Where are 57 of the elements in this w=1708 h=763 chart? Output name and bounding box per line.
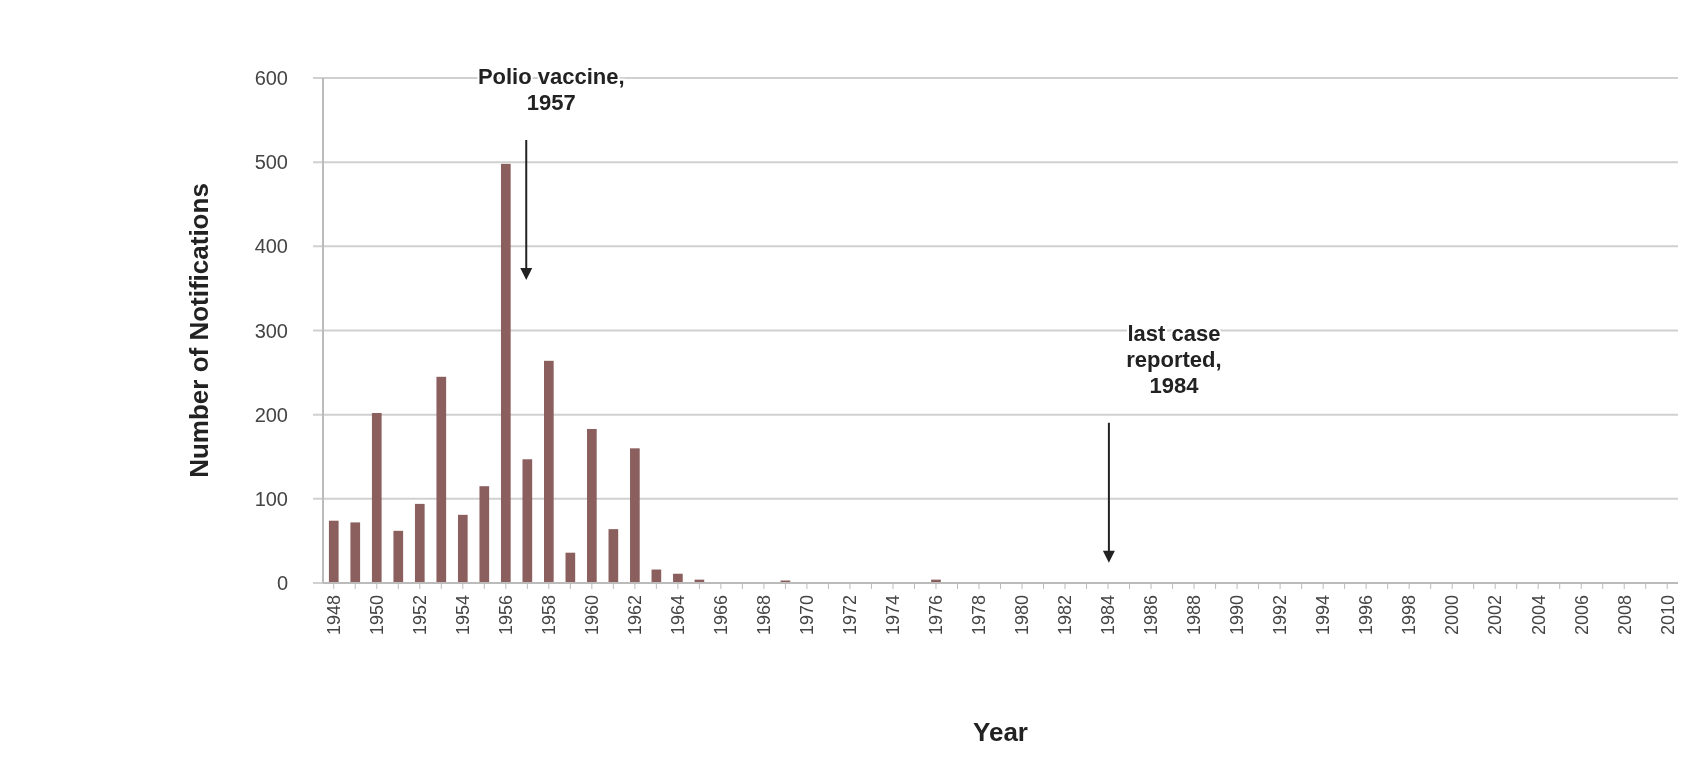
x-tick-label: 1996 (1356, 595, 1377, 636)
y-tick-label: 100 (254, 487, 288, 510)
x-tick-label: 1968 (754, 595, 775, 636)
x-tick-label: 1982 (1055, 595, 1076, 636)
x-tick-label: 2000 (1442, 595, 1463, 636)
bar (350, 522, 361, 583)
x-tick-label: 1978 (969, 595, 990, 636)
bar (522, 459, 533, 583)
x-tick-label: 1990 (1227, 595, 1248, 636)
x-tick-label: 1980 (1012, 595, 1033, 636)
x-tick-label: 1948 (324, 595, 345, 636)
y-tick-label: 600 (254, 67, 288, 89)
x-tick-label: 1976 (926, 595, 947, 636)
bar (457, 514, 468, 583)
x-tick-label: 1992 (1270, 595, 1291, 636)
bar (587, 428, 597, 583)
x-tick-label: 2006 (1571, 595, 1592, 636)
x-tick-label: 1988 (1184, 595, 1205, 636)
bar (436, 376, 447, 583)
x-tick-label: 2008 (1614, 595, 1635, 636)
x-tick-label: 1960 (582, 595, 603, 636)
x-tick-label: 1972 (840, 595, 861, 636)
x-tick-label: 1950 (367, 595, 388, 636)
bar (543, 360, 554, 583)
x-tick-label: 2002 (1485, 595, 1506, 636)
x-axis-title: Year (973, 717, 1028, 747)
y-tick-label: 300 (254, 319, 288, 342)
bar (371, 412, 382, 583)
x-tick-label: 1952 (410, 595, 431, 636)
bar (608, 529, 619, 583)
x-tick-label: 1984 (1098, 595, 1119, 636)
annotation: Polio vaccine, 1957 (477, 64, 625, 115)
x-tick-label: 1958 (539, 595, 560, 636)
x-tick-label: 1986 (1141, 595, 1162, 636)
bar (630, 448, 640, 583)
y-tick-label: 200 (254, 403, 288, 426)
bar (500, 163, 511, 583)
x-tick-label: 1998 (1399, 595, 1420, 636)
x-tick-label: 1964 (668, 595, 689, 636)
y-tick-label: 0 (276, 572, 288, 594)
x-tick-label: 2010 (1657, 595, 1678, 636)
x-tick-label: 1954 (453, 595, 474, 636)
y-axis-title: Number of Notifications (184, 183, 214, 478)
y-tick-label: 400 (254, 235, 288, 258)
x-tick-label: 1962 (625, 595, 646, 636)
x-tick-label: 1966 (711, 595, 732, 636)
x-tick-label: 1994 (1313, 595, 1334, 636)
bar (479, 486, 490, 583)
bar (328, 520, 339, 583)
x-tick-label: 1970 (797, 595, 818, 636)
annotation: last case reported, 1984 (1126, 320, 1222, 398)
x-tick-label: 1956 (496, 595, 517, 636)
bar (414, 503, 425, 583)
x-tick-label: 2004 (1528, 595, 1549, 636)
x-tick-label: 1974 (883, 595, 904, 636)
bar (393, 530, 404, 583)
y-tick-label: 500 (254, 151, 288, 174)
